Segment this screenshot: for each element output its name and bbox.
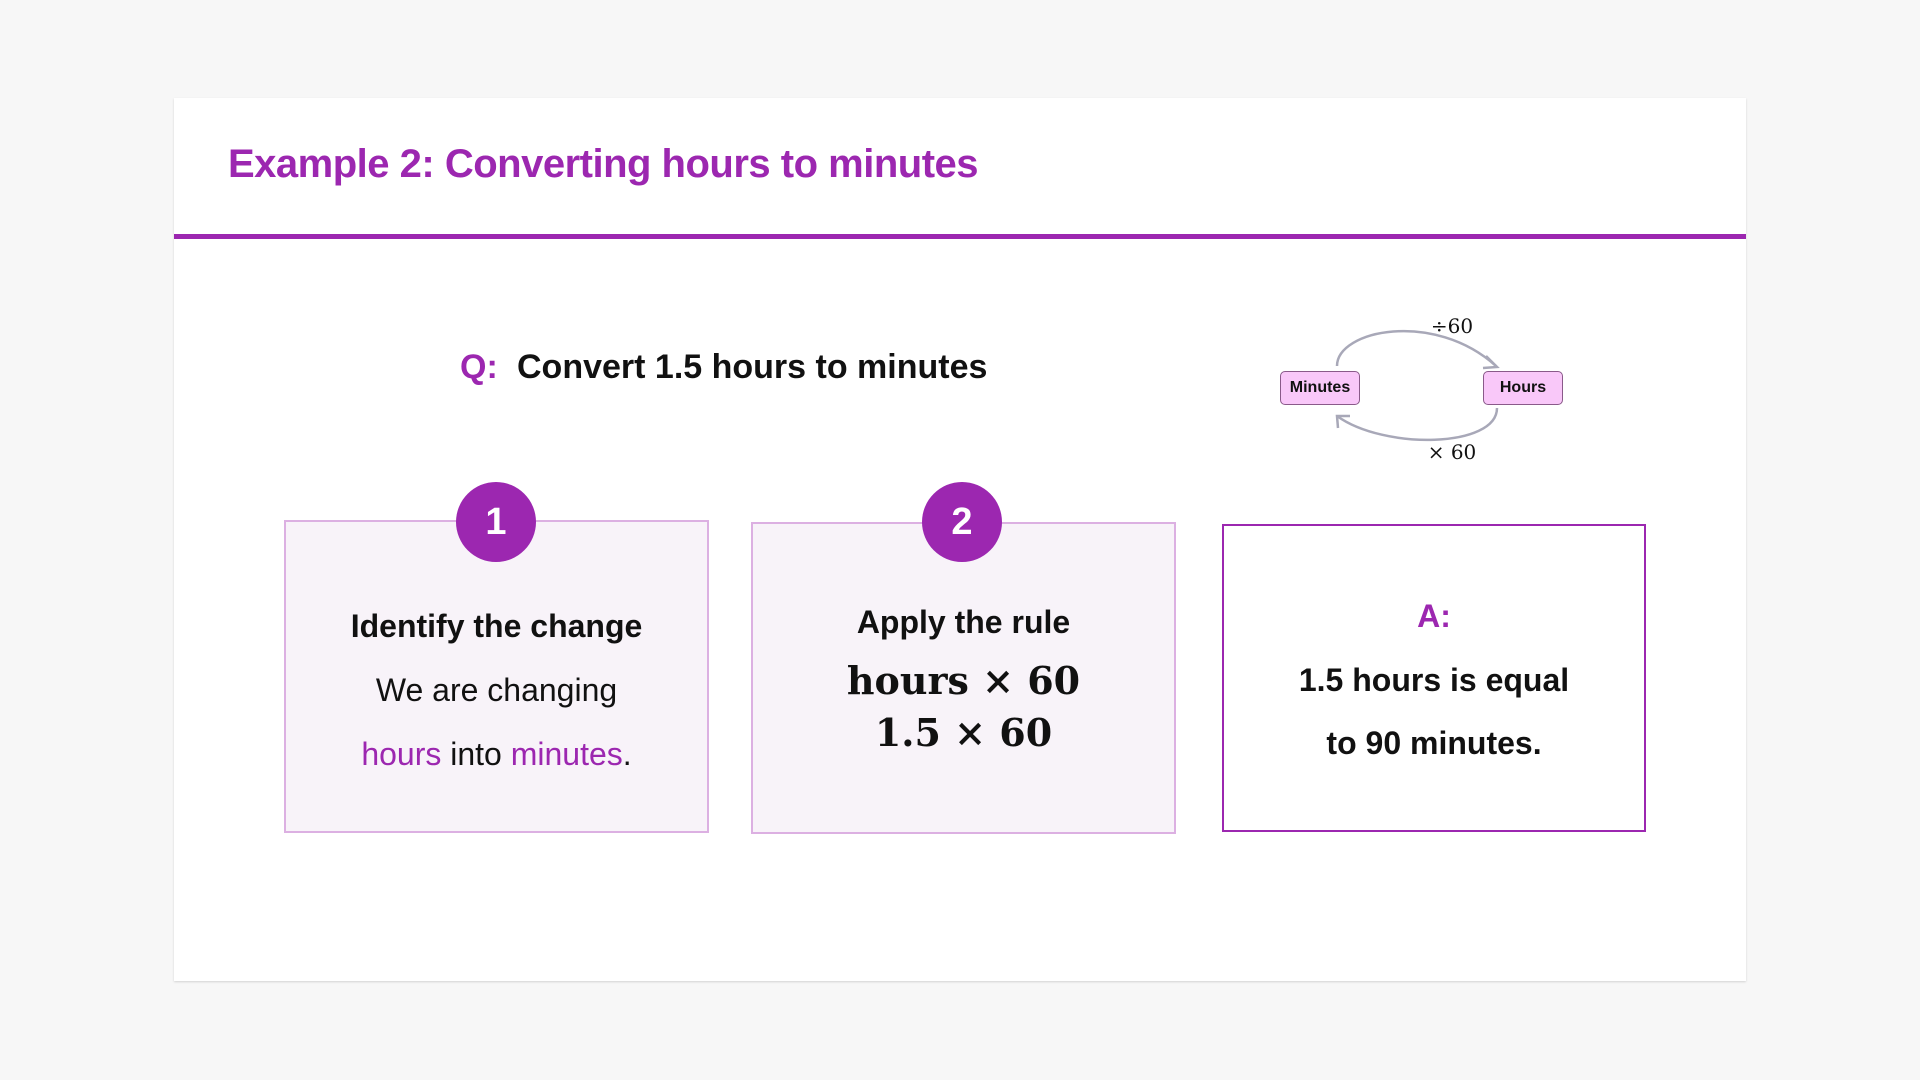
- step-card-1: Identify the change We are changing hour…: [284, 520, 709, 833]
- word-into: into: [441, 736, 511, 772]
- word-minutes: minutes: [510, 736, 623, 772]
- divide-arrowhead: [1482, 355, 1500, 370]
- step-number-2: 2: [922, 482, 1002, 562]
- title-divider: [174, 234, 1746, 239]
- conversion-arrows: [1335, 329, 1500, 442]
- answer-card: A: 1.5 hours is equal to 90 minutes.: [1222, 524, 1646, 832]
- step-card-2: Apply the rule hours × 60 1.5 × 60: [751, 522, 1176, 834]
- step-text-2: hours into minutes.: [286, 736, 707, 773]
- multiply-label: × 60: [1427, 440, 1477, 464]
- step-heading: Apply the rule: [856, 604, 1071, 640]
- answer-line-2: to 90 minutes.: [1326, 725, 1542, 761]
- hours-box: Hours: [1483, 371, 1563, 405]
- question-label: Q:: [460, 348, 498, 386]
- answer-line-1: 1.5 hours is equal: [1298, 662, 1570, 698]
- step-heading: Identify the change: [350, 608, 643, 644]
- question-text: Convert 1.5 hours to minutes: [517, 348, 988, 386]
- divide-arrow: [1335, 329, 1497, 367]
- divide-label: ÷60: [1430, 314, 1474, 338]
- slide-title: Example 2: Converting hours to minutes: [228, 142, 979, 186]
- period: .: [622, 736, 632, 772]
- multiply-arrowhead: [1335, 414, 1350, 429]
- rule-formula: hours × 60: [846, 658, 1081, 703]
- step-number-1: 1: [456, 482, 536, 562]
- step-text: We are changing: [375, 672, 618, 708]
- conversion-diagram: ÷60 × 60 Minutes Hours: [1264, 210, 1604, 470]
- multiply-arrow: [1336, 407, 1499, 442]
- rule-substituted: 1.5 × 60: [874, 710, 1053, 755]
- word-hours: hours: [361, 736, 442, 772]
- minutes-box: Minutes: [1280, 371, 1360, 405]
- slide: Example 2: Converting hours to minutes Q…: [174, 98, 1746, 981]
- answer-label: A:: [1417, 598, 1451, 634]
